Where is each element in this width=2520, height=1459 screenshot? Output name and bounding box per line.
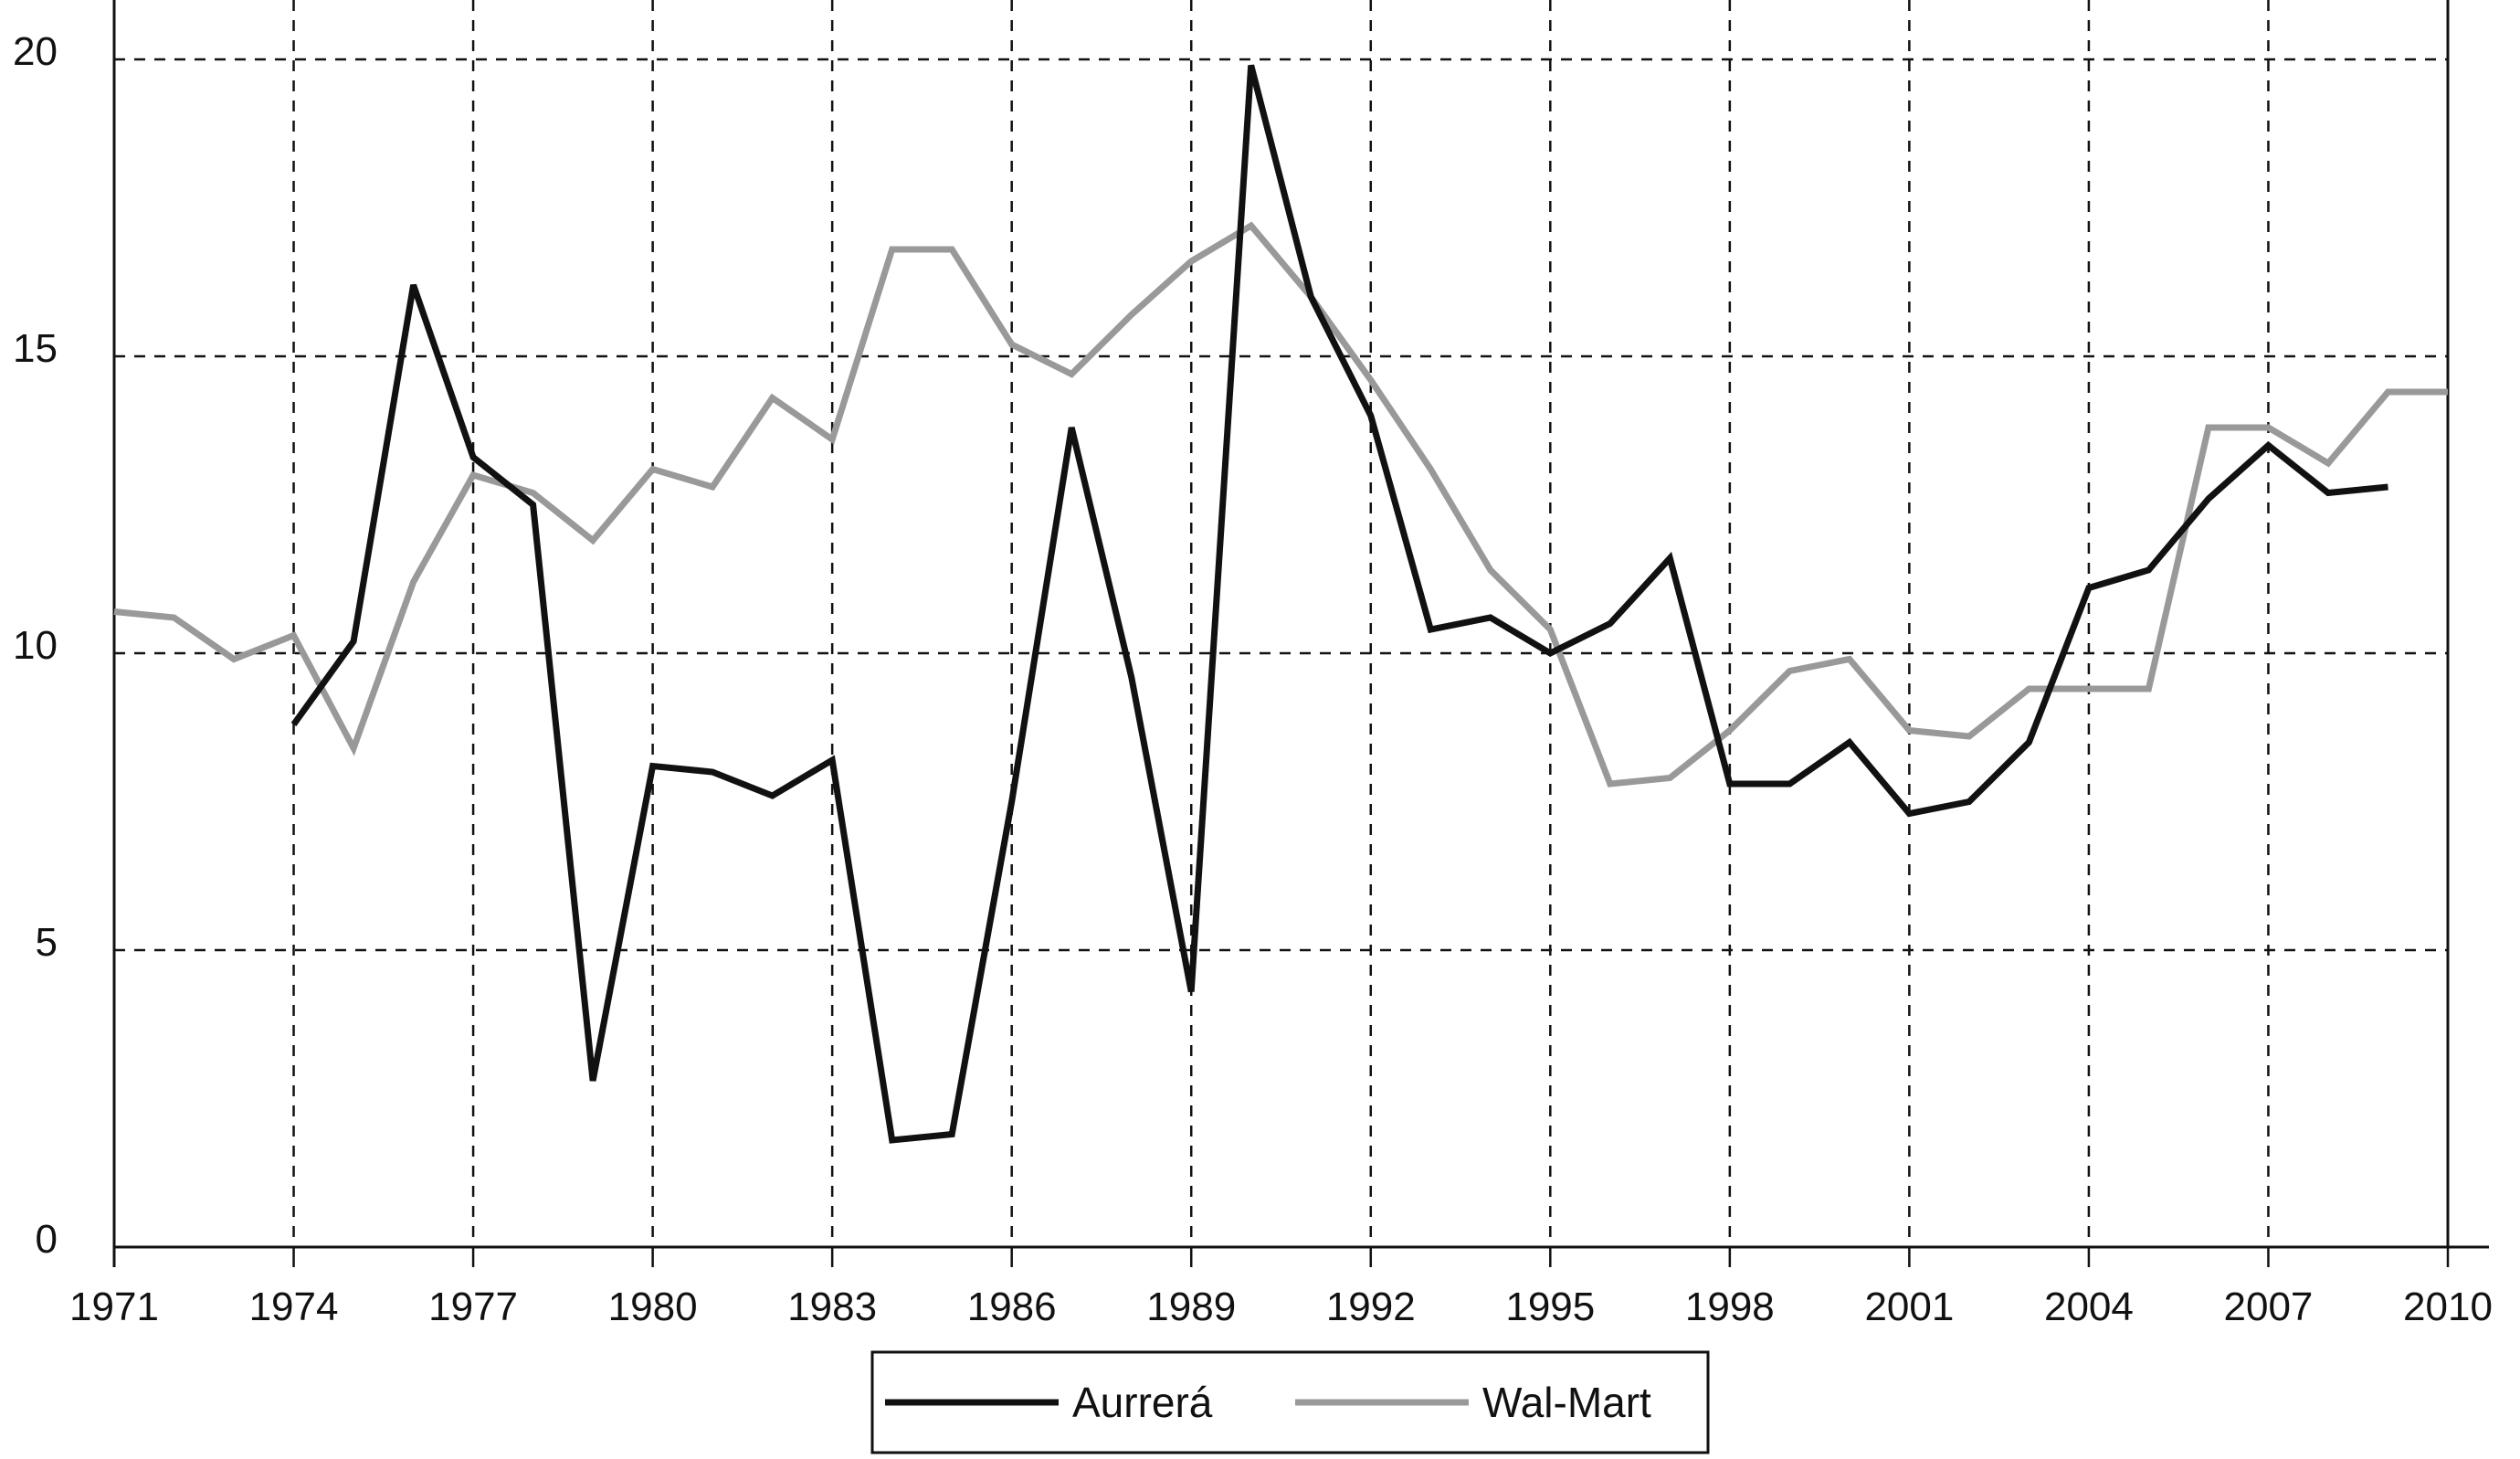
x-tick-label: 1983 [787, 1285, 877, 1329]
x-tick-label: 1986 [967, 1285, 1057, 1329]
y-tick-label: 10 [13, 623, 58, 668]
x-tick-label: 2007 [2224, 1285, 2314, 1329]
y-tick-label: 5 [36, 920, 58, 965]
y-tick-label: 15 [13, 326, 58, 371]
x-tick-label: 1971 [69, 1285, 159, 1329]
legend-label: Wal-Mart [1482, 1379, 1651, 1426]
x-tick-label: 2001 [1864, 1285, 1954, 1329]
x-tick-label: 2010 [2403, 1285, 2493, 1329]
y-tick-label: 20 [13, 29, 58, 74]
series-line-aurrer- [290, 64, 2388, 1144]
series-lines [113, 64, 2448, 1144]
axes [112, 0, 2489, 1267]
tick-labels: 0 5 10 15 20 1971 1974 1977 1980 1983 1986 1989 1992… [13, 29, 2493, 1329]
x-tick-label: 1992 [1326, 1285, 1416, 1329]
legend: Aurrerá Wal-Mart [870, 1350, 1710, 1454]
gridlines [114, 0, 2448, 1247]
legend-label: Aurrerá [1072, 1379, 1213, 1426]
series-line-wal-mart [113, 221, 2448, 788]
y-tick-label: 0 [36, 1217, 58, 1262]
x-tick-label: 1998 [1685, 1285, 1775, 1329]
x-tick-label: 1989 [1146, 1285, 1236, 1329]
x-tick-label: 1995 [1505, 1285, 1595, 1329]
x-tick-label: 1980 [608, 1285, 698, 1329]
x-tick-label: 2004 [2044, 1285, 2134, 1329]
x-tick-label: 1974 [249, 1285, 339, 1329]
x-tick-label: 1977 [428, 1285, 518, 1329]
